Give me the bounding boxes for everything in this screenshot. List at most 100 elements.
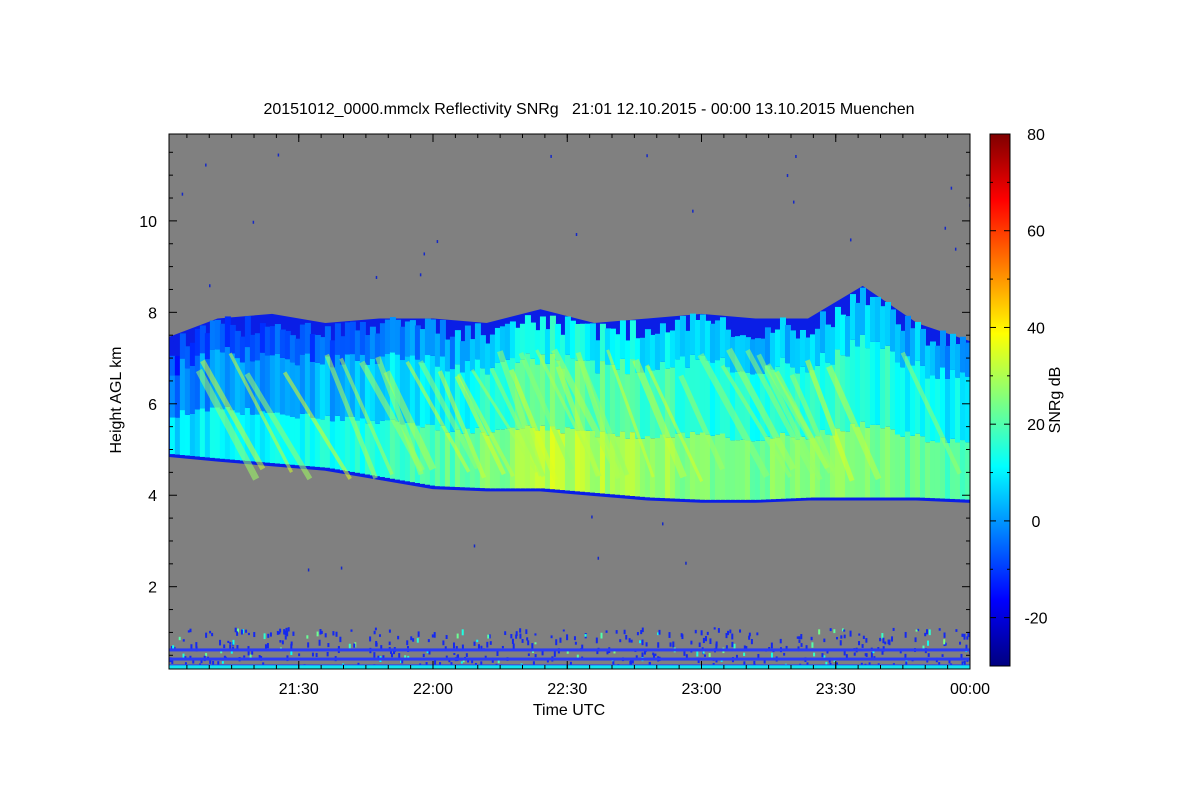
cloud-mid-column	[224, 346, 231, 407]
cloud-mid-column	[894, 362, 901, 435]
clutter-speck	[559, 637, 562, 643]
clutter-speck	[887, 639, 890, 645]
clutter-speck	[442, 640, 445, 646]
noise-speck	[209, 284, 211, 288]
clutter-speck	[269, 632, 272, 637]
clutter-speck	[286, 630, 289, 637]
clutter-speck	[434, 659, 437, 665]
clutter-speck	[635, 655, 638, 660]
colorbar-tick-label: 40	[1027, 320, 1045, 337]
cloud-core-column	[279, 414, 286, 464]
cloud-top-column	[459, 341, 466, 373]
cloud-mid-column	[279, 357, 286, 415]
cloud-top-column	[504, 323, 511, 360]
clutter-speck	[232, 646, 235, 650]
noise-speck	[692, 209, 694, 213]
cloud-mid-column	[904, 356, 911, 432]
cloud-top-column	[249, 334, 256, 362]
cloud-core-column	[679, 432, 686, 499]
noise-speck	[661, 522, 664, 526]
cloud-top-column	[319, 337, 326, 365]
cloud-core-column	[489, 432, 496, 489]
cloud-top-column	[189, 342, 196, 366]
clutter-speck	[306, 635, 309, 639]
cloud-top-column	[514, 327, 521, 363]
clutter-speck	[576, 654, 579, 660]
fall-streak	[339, 357, 394, 476]
clutter-speck	[800, 634, 803, 640]
cloud-top-column	[394, 319, 401, 355]
cloud-core-column	[624, 438, 631, 496]
cloud-top-column	[779, 317, 786, 358]
clutter-speck	[725, 632, 728, 639]
cloud-top-column	[194, 328, 201, 356]
cloud-top-column	[454, 330, 461, 365]
cloud-core-column	[939, 437, 947, 499]
cloud-mid-column	[429, 355, 436, 426]
clutter-speck	[243, 655, 246, 658]
cloud-top-column	[889, 309, 896, 352]
cloud-top-column	[664, 332, 671, 369]
clutter-speck	[884, 641, 887, 645]
cloud-top-column	[669, 330, 676, 368]
cloud-mid-column	[304, 353, 311, 414]
clutter-speck	[811, 642, 814, 648]
clutter-speck	[881, 650, 884, 655]
cloud-top-column	[834, 306, 841, 350]
cloud-mid-column	[689, 354, 696, 432]
clutter-speck	[941, 654, 944, 657]
clutter-speck	[862, 635, 865, 640]
cloud-mid-column	[764, 365, 771, 437]
cloud-core-column	[379, 420, 386, 478]
clutter-band	[169, 657, 970, 661]
cloud-core-column	[944, 442, 952, 499]
cloud-top-column	[369, 326, 376, 359]
cloud-top-column	[839, 314, 846, 356]
clutter-speck	[917, 628, 920, 632]
clutter-speck	[315, 652, 318, 658]
cloud-top-column	[774, 329, 781, 367]
fall-streak	[244, 372, 313, 481]
cloud-mid-column	[914, 360, 921, 434]
cloud-core-column	[724, 437, 731, 500]
cloud-top-column	[309, 333, 316, 362]
cloud-top-column	[544, 329, 551, 364]
clutter-speck	[200, 660, 203, 664]
cloud-core-column	[179, 410, 186, 456]
cloud-core-column	[734, 440, 741, 500]
cloud-top-column	[339, 336, 346, 365]
clutter-speck	[227, 640, 230, 643]
clutter-speck	[798, 639, 801, 643]
clutter-speck	[251, 650, 254, 655]
cloud-mid-column	[954, 377, 962, 443]
clutter-speck	[229, 644, 232, 651]
cloud-top-column	[624, 340, 631, 375]
clutter-speck	[743, 652, 746, 657]
cloud-top-column	[794, 338, 801, 374]
clutter-speck	[843, 629, 846, 632]
clutter-speck	[698, 642, 701, 648]
cloud-top-column	[619, 320, 626, 359]
clutter-speck	[944, 642, 947, 646]
cloud-top-column	[854, 302, 861, 347]
clutter-speck	[511, 638, 514, 644]
clutter-speck	[171, 658, 174, 664]
fall-streak	[228, 352, 294, 473]
clutter-speck	[444, 646, 447, 651]
cloud-core-column	[584, 430, 591, 493]
cloud-mid-column	[264, 355, 271, 413]
cloud-core-column	[754, 440, 761, 500]
clutter-speck	[708, 653, 711, 657]
clutter-speck	[652, 652, 655, 656]
cloud-core-column	[654, 438, 661, 498]
cloud-mid-column	[174, 375, 181, 418]
cloud-mid-column	[844, 356, 851, 432]
clutter-speck	[756, 632, 759, 636]
clutter-speck	[416, 638, 419, 643]
clutter-speck	[223, 644, 226, 649]
fall-streak	[496, 350, 545, 477]
clutter-speck	[541, 650, 544, 656]
cloud-core-column	[304, 413, 311, 467]
clutter-speck	[963, 633, 966, 640]
clutter-speck	[703, 654, 706, 657]
